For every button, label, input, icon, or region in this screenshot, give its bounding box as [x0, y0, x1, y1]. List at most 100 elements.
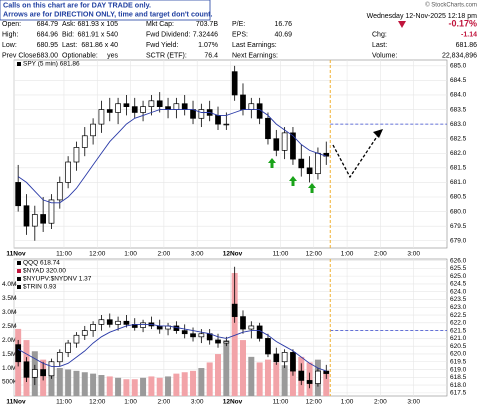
volume-bar	[148, 376, 155, 396]
y-tick-label: 617.5	[450, 390, 467, 397]
stat-value: 76.4	[204, 52, 218, 59]
stat-value: 22,834,896	[442, 52, 477, 59]
y-tick-label: 622.5	[450, 312, 467, 319]
volume-bar	[239, 340, 246, 396]
stat-value: 683.00	[37, 52, 59, 59]
down-triangle	[398, 21, 406, 28]
candle-body	[98, 319, 105, 325]
candle-body	[265, 117, 271, 140]
volume-bar	[65, 369, 72, 396]
candle-body	[240, 316, 246, 330]
volume-tick-label: 500K	[2, 379, 18, 386]
x-tick-label: 3:00	[191, 251, 204, 258]
y-tick-label: 681.5	[450, 165, 467, 172]
stat-label: Fwd Dividend:	[146, 31, 190, 38]
candle-body	[240, 94, 246, 110]
volume-tick-label: 1.5M	[2, 351, 16, 358]
x-tick-label: 12:00	[89, 399, 106, 406]
x-tick-label: 11:00	[273, 251, 289, 258]
green-arrow	[289, 176, 297, 186]
y-tick-label: 682.5	[450, 135, 467, 142]
volume-bar	[115, 377, 122, 396]
y-tick-label: 621.5	[450, 327, 467, 334]
stat-label: High:	[2, 31, 18, 38]
candle-body	[48, 361, 55, 377]
stat-label: EPS:	[232, 31, 248, 38]
copyright: © StockCharts.com	[425, 2, 477, 9]
stat-label: Last:	[62, 42, 77, 49]
candle-body	[273, 353, 280, 363]
legend-label: $NYAD 320.00	[23, 268, 66, 275]
candle-body	[248, 325, 255, 330]
arrow-head	[373, 129, 383, 138]
candle-body	[165, 106, 171, 110]
volume-bar	[223, 340, 230, 396]
volume-bar	[181, 372, 188, 396]
candle-body	[248, 103, 255, 110]
date: Wednesday 12-Nov-2025 12:18 pm	[367, 13, 478, 20]
candle-body	[181, 330, 188, 335]
y-tick-label: 684.5	[450, 77, 467, 84]
candle-body	[140, 106, 146, 113]
x-tick-label: 12:00	[306, 399, 323, 406]
stat-value: 680.95	[37, 42, 59, 49]
stat-value: 16.76	[274, 21, 292, 28]
stat-label: Open:	[2, 21, 21, 28]
volume-tick-label: 2.5M	[2, 323, 16, 330]
panels: 679.0 679.5 680.0 680.5 681.0 681.5 682.0 682.5…	[2, 59, 467, 406]
volume-bar	[73, 370, 80, 396]
volume-bar	[56, 368, 63, 396]
stat-label: Ask:	[62, 21, 76, 28]
volume-bar	[190, 370, 197, 396]
volume-bar	[140, 377, 147, 396]
legend-swatch	[17, 269, 21, 273]
stat-label: Mkt Cap:	[146, 21, 174, 28]
stat-label: Volume:	[372, 52, 397, 59]
volume-bar	[90, 373, 97, 396]
x-tick-label: 3:00	[191, 399, 204, 406]
legend-swatch	[17, 285, 21, 289]
candle-body	[231, 71, 238, 96]
candle-body	[81, 135, 88, 148]
x-tick-label: 11:00	[56, 399, 72, 406]
x-tick-label: 11Nov	[6, 399, 26, 406]
candle-body	[90, 123, 96, 137]
y-tick-label: 683.5	[450, 106, 467, 113]
y-tick-label: 679.0	[450, 237, 467, 244]
x-tick-label: 1:00	[124, 251, 137, 258]
volume-bar	[323, 370, 330, 396]
stat-label: Low:	[2, 42, 17, 49]
stat-label: Last:	[372, 42, 387, 49]
y-tick-label: 623.0	[450, 304, 467, 311]
y-tick-label: 683.0	[450, 121, 467, 128]
candle-body	[156, 325, 163, 330]
stat-value: 681.91 x 540	[78, 31, 119, 38]
x-tick-label: 11:00	[273, 399, 289, 406]
stat-value: -1.14	[461, 31, 477, 38]
stat-value: 703.7B	[196, 21, 219, 28]
panel: 679.0 679.5 680.0 680.5 681.0 681.5 682.0 682.5…	[6, 59, 467, 258]
x-tick-label: 2:00	[158, 251, 171, 258]
candle-body	[315, 152, 321, 175]
stat-value: 681.86	[456, 42, 478, 49]
y-tick-label: 623.5	[450, 296, 467, 303]
candle-body	[156, 100, 163, 107]
candle-body	[15, 182, 22, 207]
y-tick-label: 618.5	[450, 374, 467, 381]
candle-body	[190, 333, 196, 338]
candle-body	[298, 158, 305, 169]
candle-body	[56, 352, 63, 363]
candle-body	[73, 334, 80, 344]
stat-value: 681.86 x 40	[81, 42, 118, 49]
candle-body	[323, 370, 330, 374]
candle-body	[231, 303, 238, 317]
x-tick-label: 2:00	[374, 251, 387, 258]
x-tick-label: 12Nov	[223, 399, 243, 406]
candle-body	[273, 138, 280, 151]
candle-body	[81, 330, 88, 336]
y-tick-label: 622.0	[450, 320, 467, 327]
y-tick-label: 626.0	[450, 257, 467, 264]
volume-bar	[131, 379, 138, 396]
